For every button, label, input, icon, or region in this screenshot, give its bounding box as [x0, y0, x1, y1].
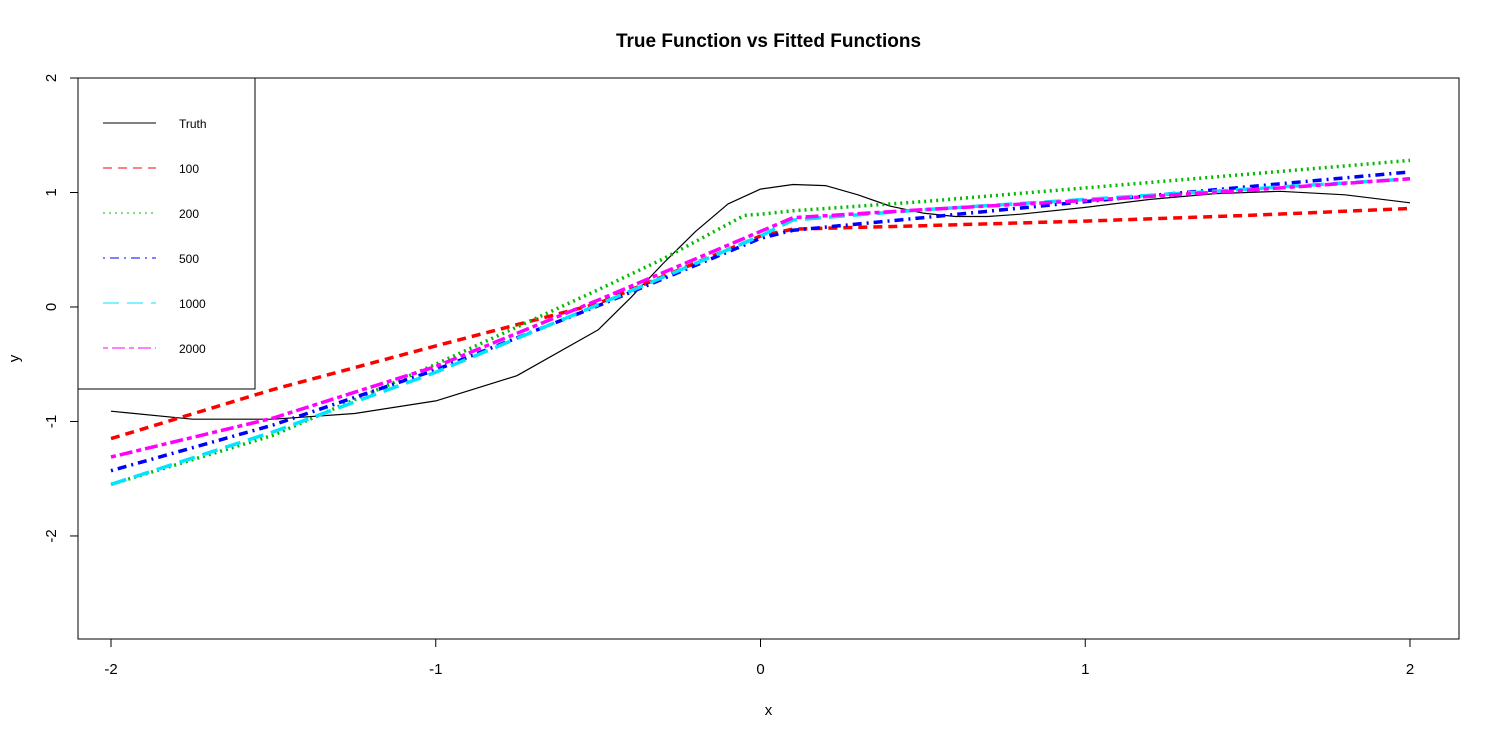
y-axis: -2 -1 0 1 2: [43, 74, 79, 543]
y-tick-label: -2: [43, 529, 60, 542]
plot-frame: [77, 77, 1460, 640]
y-tick-label: 1: [43, 188, 60, 196]
legend-box: [77, 77, 256, 390]
y-tick-label: 0: [43, 303, 60, 311]
series-line-100: [110, 206, 1411, 441]
legend-label-2000: 2000: [179, 342, 206, 356]
y-tick-label: -1: [43, 415, 60, 428]
series-line-truth: [110, 183, 1411, 420]
legend-label-500: 500: [179, 252, 199, 266]
legend-label-200: 200: [179, 207, 199, 221]
y-tick-label: 2: [43, 74, 60, 82]
x-tick-label: 0: [756, 661, 764, 678]
chart-title: True Function vs Fitted Functions: [616, 31, 921, 52]
y-axis-label: y: [6, 354, 23, 362]
series-line-200: [110, 158, 1411, 487]
x-tick-label: -2: [104, 661, 117, 678]
legend-label-1000: 1000: [179, 297, 206, 311]
legend: Truth 100 200 500 1000 2000: [77, 77, 256, 390]
legend-label-truth: Truth: [179, 117, 207, 131]
series-line-500: [110, 170, 1411, 473]
x-axis-label: x: [765, 702, 773, 719]
legend-label-100: 100: [179, 162, 199, 176]
x-tick-label: 2: [1406, 661, 1414, 678]
series-layer: [110, 158, 1411, 487]
series-line-2000: [110, 177, 1411, 459]
x-tick-label: 1: [1081, 661, 1089, 678]
x-tick-label: -1: [429, 661, 442, 678]
x-axis: -2 -1 0 1 2: [104, 638, 1414, 678]
series-line-1000: [110, 177, 1411, 487]
